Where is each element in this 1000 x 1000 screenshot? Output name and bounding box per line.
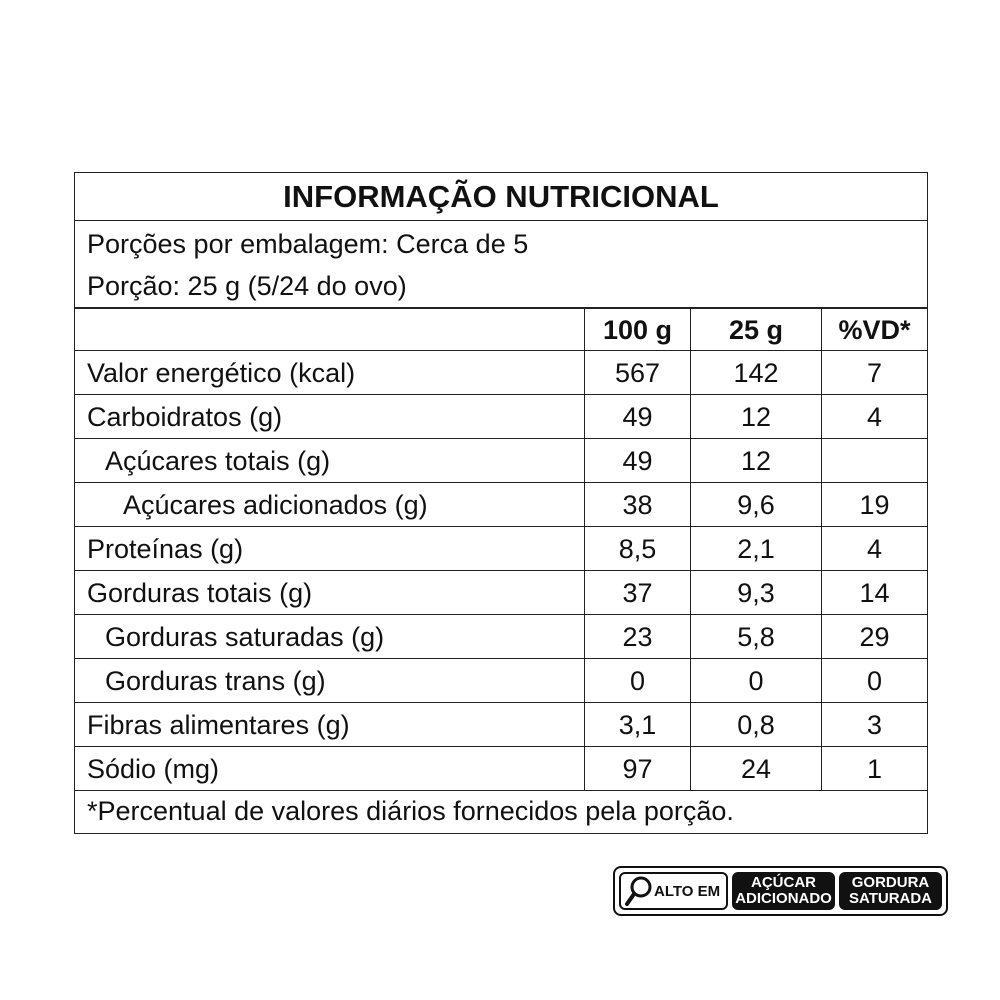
warning-line: SATURADA — [848, 890, 933, 907]
column-header: 25 g — [691, 309, 822, 350]
nutrient-label: Carboidratos (g) — [87, 402, 283, 432]
nutrient-name: Gorduras trans (g) — [75, 659, 585, 702]
value-vd: 4 — [866, 402, 883, 432]
nutrient-name: Carboidratos (g) — [75, 395, 585, 438]
column-header — [75, 309, 585, 350]
nutrient-name: Açúcares totais (g) — [75, 439, 585, 482]
servings-per-package: Porções por embalagem: Cerca de 5 — [87, 229, 529, 259]
warning-line: AÇÚCAR — [751, 874, 817, 891]
value-portion: 142 — [691, 351, 822, 394]
value-portion: 0 — [691, 659, 822, 702]
nutrient-label: Gorduras saturadas (g) — [105, 622, 385, 652]
nutrient-name: Fibras alimentares (g) — [75, 703, 585, 746]
value-100g: 23 — [585, 615, 691, 658]
value-100g: 567 — [585, 351, 691, 394]
column-header: 100 g — [585, 309, 691, 350]
value-100g: 38 — [585, 483, 691, 526]
nutrient-row: Gorduras saturadas (g) 23 5,8 29 — [75, 615, 927, 659]
nutrient-row: Gorduras trans (g) 0 0 0 — [75, 659, 927, 703]
nutrient-row: Açúcares adicionados (g) 38 9,6 19 — [75, 483, 927, 527]
value-100g: 0 — [585, 659, 691, 702]
nutrition-facts-table: INFORMAÇÃO NUTRICIONAL Porções por embal… — [74, 172, 928, 834]
value-portion: 12 — [691, 395, 822, 438]
nutrient-name: Sódio (mg) — [75, 747, 585, 790]
value-100g: 49 — [585, 395, 691, 438]
value-vd: 14 — [859, 578, 890, 608]
nutrient-name: Proteínas (g) — [75, 527, 585, 570]
nutrient-label: Valor energético (kcal) — [87, 358, 356, 388]
value-vd: 3 — [866, 710, 883, 740]
nutrient-label: Gorduras totais (g) — [87, 578, 313, 608]
value-100g: 3,1 — [585, 703, 691, 746]
alto-em-box: ALTO EM — [619, 872, 729, 910]
nutrient-label: Proteínas (g) — [87, 534, 244, 564]
nutrient-label: Sódio (mg) — [87, 754, 220, 784]
value-portion: 0,8 — [691, 703, 822, 746]
nutrient-row: Fibras alimentares (g) 3,1 0,8 3 — [75, 703, 927, 747]
nutrient-row: Açúcares totais (g) 49 12 — [75, 439, 927, 483]
warning-gordura-saturada: GORDURA SATURADA — [839, 872, 942, 910]
value-vd — [822, 439, 927, 482]
value-portion: 2,1 — [691, 527, 822, 570]
serving-size: Porção: 25 g (5/24 do ovo) — [87, 271, 407, 301]
nutrient-label: Gorduras trans (g) — [105, 666, 326, 696]
nutrient-row: Valor energético (kcal) 567 142 7 — [75, 351, 927, 395]
column-header: %VD* — [838, 315, 911, 345]
nutrient-row: Carboidratos (g) 49 12 4 — [75, 395, 927, 439]
nutrient-label: Açúcares adicionados (g) — [123, 490, 428, 520]
warning-line: GORDURA — [851, 874, 930, 891]
footnote: *Percentual de valores diários fornecido… — [87, 796, 734, 826]
magnifier-icon — [625, 876, 652, 906]
warning-line: ADICIONADO — [735, 890, 832, 907]
value-100g: 97 — [585, 747, 691, 790]
header-row: 100 g 25 g %VD* — [75, 309, 927, 351]
nutrient-row: Proteínas (g) 8,5 2,1 4 — [75, 527, 927, 571]
value-100g: 49 — [585, 439, 691, 482]
front-warning-label: ALTO EM AÇÚCAR ADICIONADO GORDURA SATURA… — [613, 866, 948, 916]
value-vd: 1 — [866, 754, 883, 784]
warning-acucar-adicionado: AÇÚCAR ADICIONADO — [732, 872, 836, 910]
nutrient-name: Gorduras totais (g) — [75, 571, 585, 614]
nutrient-name: Valor energético (kcal) — [75, 351, 585, 394]
value-100g: 37 — [585, 571, 691, 614]
value-vd: 19 — [859, 490, 890, 520]
table-title: INFORMAÇÃO NUTRICIONAL — [75, 173, 927, 221]
value-100g: 8,5 — [585, 527, 691, 570]
value-portion: 9,3 — [691, 571, 822, 614]
value-portion: 24 — [691, 747, 822, 790]
value-portion: 5,8 — [691, 615, 822, 658]
nutrient-row: Gorduras totais (g) 37 9,3 14 — [75, 571, 927, 615]
value-vd: 29 — [859, 622, 890, 652]
value-vd: 0 — [866, 666, 883, 696]
nutrient-row: Sódio (mg) 97 24 1 — [75, 747, 927, 791]
nutrient-name: Gorduras saturadas (g) — [75, 615, 585, 658]
serving-info: Porções por embalagem: Cerca de 5 Porção… — [75, 221, 927, 309]
value-portion: 9,6 — [691, 483, 822, 526]
nutrient-label: Fibras alimentares (g) — [87, 710, 350, 740]
value-vd: 4 — [866, 534, 883, 564]
value-portion: 12 — [691, 439, 822, 482]
nutrient-name: Açúcares adicionados (g) — [75, 483, 585, 526]
nutrient-label: Açúcares totais (g) — [105, 446, 331, 476]
alto-em-text: ALTO EM — [654, 882, 721, 900]
value-vd: 7 — [866, 358, 883, 388]
